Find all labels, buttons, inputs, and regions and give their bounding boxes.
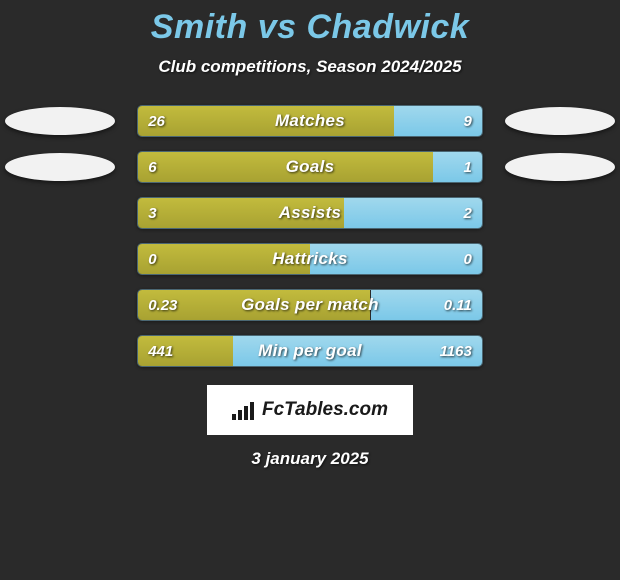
stat-row: Hattricks0 0	[0, 243, 620, 275]
stat-row: Matches26 9	[0, 105, 620, 137]
right-badge-slot	[501, 105, 620, 137]
logo-bar-segment	[238, 410, 242, 420]
left-badge-slot	[0, 197, 119, 229]
left-badge-slot	[0, 335, 119, 367]
player2-badge	[505, 153, 615, 181]
stat-label: Goals	[138, 152, 482, 182]
left-badge-slot	[0, 105, 119, 137]
right-badge-slot	[501, 243, 620, 275]
right-badge-slot	[501, 335, 620, 367]
logo-bars-icon	[232, 400, 256, 420]
stat-right-value: 9	[463, 106, 471, 136]
date-label: 3 january 2025	[0, 449, 620, 469]
stat-right-value: 2	[463, 198, 471, 228]
stat-bar: Matches26 9	[137, 105, 483, 137]
stat-right-value: 1	[463, 152, 471, 182]
player1-badge	[5, 107, 115, 135]
logo-bar-segment	[244, 406, 248, 420]
stat-label: Matches	[138, 106, 482, 136]
stat-label: Assists	[138, 198, 482, 228]
stat-bar: Assists3 2	[137, 197, 483, 229]
right-badge-slot	[501, 197, 620, 229]
stat-left-value: 0	[148, 244, 156, 274]
left-badge-slot	[0, 243, 119, 275]
right-badge-slot	[501, 151, 620, 183]
subtitle: Club competitions, Season 2024/2025	[0, 57, 620, 77]
stat-label: Goals per match	[138, 290, 482, 320]
stat-left-value: 0.23	[148, 290, 177, 320]
stat-bar: Goals per match0.23 0.11	[137, 289, 483, 321]
stat-rows: Matches26 9 Goals6 1 Assists3 2 Hattricks0 0 Goa…	[0, 105, 620, 367]
comparison-widget: Smith vs Chadwick Club competitions, Sea…	[0, 0, 620, 469]
stat-label: Hattricks	[138, 244, 482, 274]
stat-left-value: 3	[148, 198, 156, 228]
stat-right-value: 1163	[440, 336, 472, 366]
stat-row: Goals per match0.23 0.11	[0, 289, 620, 321]
right-badge-slot	[501, 289, 620, 321]
logo-bar-segment	[232, 414, 236, 420]
left-badge-slot	[0, 289, 119, 321]
stat-row: Assists3 2	[0, 197, 620, 229]
logo-text: FcTables.com	[262, 399, 388, 421]
player1-badge	[5, 153, 115, 181]
player2-badge	[505, 107, 615, 135]
player2-name: Chadwick	[306, 8, 469, 46]
vs-label: vs	[258, 8, 297, 46]
stat-bar: Goals6 1	[137, 151, 483, 183]
stat-left-value: 6	[148, 152, 156, 182]
logo-bar-segment	[250, 402, 254, 420]
stat-row: Goals6 1	[0, 151, 620, 183]
logo-box: FcTables.com	[207, 385, 413, 435]
stat-left-value: 441	[148, 336, 173, 366]
player1-name: Smith	[151, 8, 248, 46]
stat-right-value: 0	[463, 244, 471, 274]
page-title: Smith vs Chadwick	[0, 8, 620, 47]
stat-left-value: 26	[148, 106, 165, 136]
stat-right-value: 0.11	[444, 290, 472, 320]
stat-label: Min per goal	[138, 336, 482, 366]
left-badge-slot	[0, 151, 119, 183]
stat-bar: Hattricks0 0	[137, 243, 483, 275]
stat-bar: Min per goal441 1163	[137, 335, 483, 367]
stat-row: Min per goal441 1163	[0, 335, 620, 367]
